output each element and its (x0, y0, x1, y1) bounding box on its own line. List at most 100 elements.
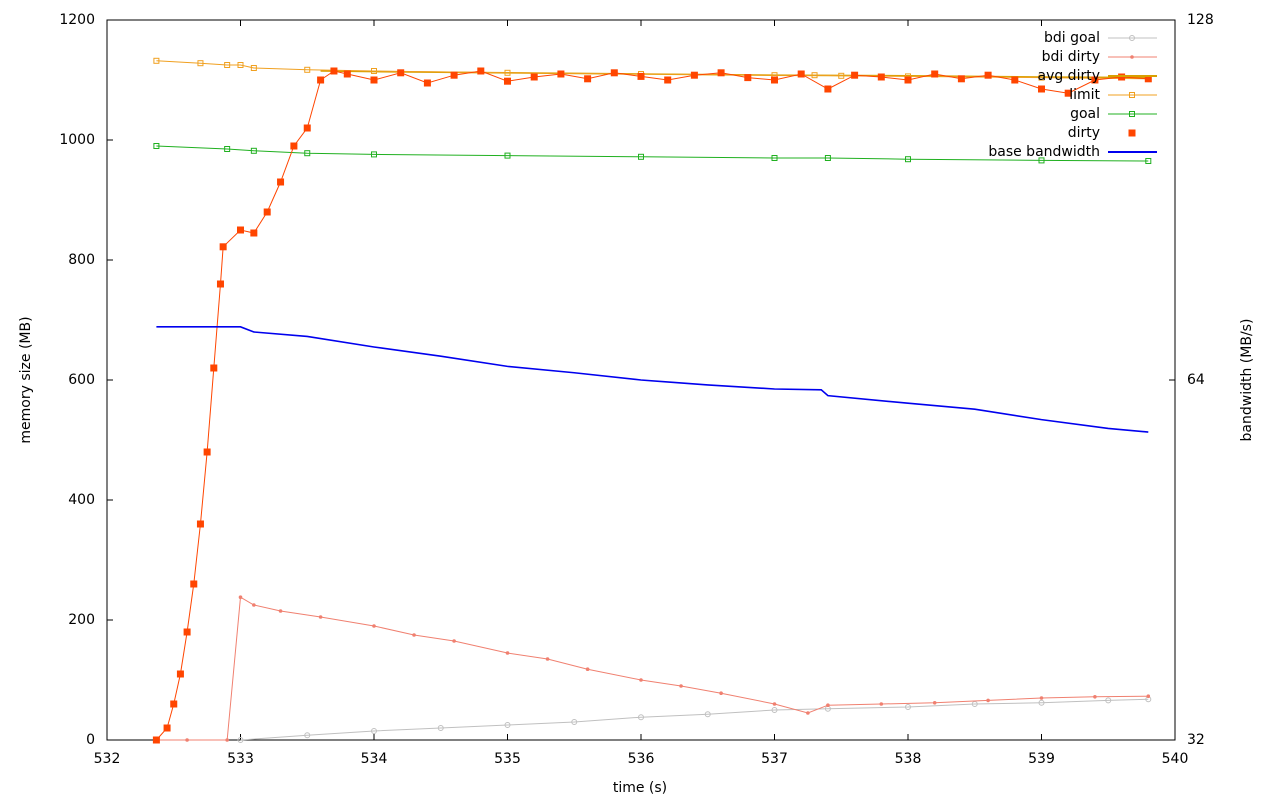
data-point (397, 69, 405, 77)
x-tick-label: 536 (628, 751, 655, 767)
y-tick-label: 1200 (59, 12, 95, 28)
y2-tick-label: 128 (1187, 12, 1214, 28)
data-point (719, 691, 723, 695)
data-point (1146, 694, 1151, 698)
y-tick-label: 0 (86, 732, 95, 748)
data-point (1145, 158, 1152, 164)
data-point (153, 57, 160, 64)
data-point (824, 85, 832, 93)
x-tick-label: 540 (1162, 751, 1189, 767)
x-tick-label: 533 (227, 751, 254, 767)
data-point (771, 707, 778, 713)
data-point (504, 77, 511, 85)
data-point (250, 147, 257, 154)
data-point (771, 76, 778, 84)
legend-marker (1130, 55, 1134, 59)
data-point (219, 243, 227, 251)
data-point (1144, 75, 1152, 83)
data-point (225, 738, 229, 742)
data-point (210, 364, 218, 372)
data-point (505, 651, 510, 655)
data-point (170, 700, 178, 708)
x-axis-label: time (s) (613, 780, 667, 796)
data-point (303, 124, 311, 132)
data-point (304, 732, 311, 739)
data-point (237, 226, 244, 234)
data-point (744, 74, 752, 82)
data-point (1091, 76, 1099, 84)
data-point (1038, 74, 1045, 81)
data-point (196, 520, 204, 528)
data-point (330, 67, 338, 75)
data-point (639, 678, 643, 682)
data-point (477, 67, 485, 75)
data-point (504, 722, 511, 728)
data-point (185, 738, 189, 742)
series-line (156, 60, 1149, 80)
data-point (277, 178, 285, 186)
data-point (877, 73, 885, 81)
data-point (317, 76, 325, 84)
data-point (372, 624, 376, 628)
data-point (452, 639, 456, 643)
data-point (224, 62, 231, 68)
data-point (530, 73, 538, 81)
data-point (957, 75, 965, 83)
x-tick-label: 538 (895, 751, 922, 767)
data-point (152, 736, 160, 744)
data-point (1011, 76, 1019, 84)
data-point (1105, 697, 1112, 704)
data-point (278, 609, 283, 613)
data-point (237, 62, 244, 68)
data-point (638, 153, 644, 160)
data-point (904, 76, 912, 84)
y2-axis-label: bandwidth (MB/s) (1239, 319, 1255, 442)
data-point (1064, 89, 1072, 97)
data-point (905, 156, 911, 163)
data-point (771, 155, 778, 161)
data-point (1039, 696, 1044, 700)
data-point (851, 71, 859, 79)
data-point (610, 69, 618, 77)
data-point (423, 79, 431, 87)
data-point (371, 728, 377, 734)
data-point (203, 448, 211, 456)
series-line (240, 698, 1149, 741)
x-tick-label: 539 (1028, 751, 1055, 767)
series-line (156, 326, 1149, 433)
data-point (932, 701, 937, 705)
data-point (1093, 695, 1097, 699)
legend-label: bdi goal (1044, 30, 1100, 46)
y-tick-label: 1000 (59, 132, 95, 148)
data-point (905, 704, 911, 710)
data-point (557, 70, 565, 78)
data-point (826, 703, 830, 707)
data-point (931, 70, 939, 78)
data-point (504, 152, 511, 159)
data-point (704, 711, 711, 718)
data-point (450, 71, 458, 79)
data-point (197, 60, 204, 67)
legend-label: base bandwidth (988, 144, 1100, 160)
y-tick-label: 200 (68, 612, 95, 628)
series-line (156, 70, 1149, 741)
data-point (224, 146, 231, 152)
data-point (679, 684, 683, 688)
data-point (584, 75, 592, 83)
x-tick-label: 535 (494, 751, 521, 767)
data-point (237, 737, 244, 743)
data-point (290, 142, 298, 150)
data-point (984, 71, 992, 79)
data-point (190, 580, 198, 588)
data-point (797, 70, 805, 78)
data-point (371, 68, 377, 74)
data-point (806, 711, 810, 715)
data-point (879, 702, 884, 706)
y2-tick-label: 32 (1187, 732, 1205, 748)
data-point (304, 66, 311, 73)
data-point (986, 698, 990, 703)
data-point (176, 670, 184, 678)
data-point (504, 69, 511, 76)
series-line (156, 145, 1149, 162)
data-point (637, 72, 645, 80)
